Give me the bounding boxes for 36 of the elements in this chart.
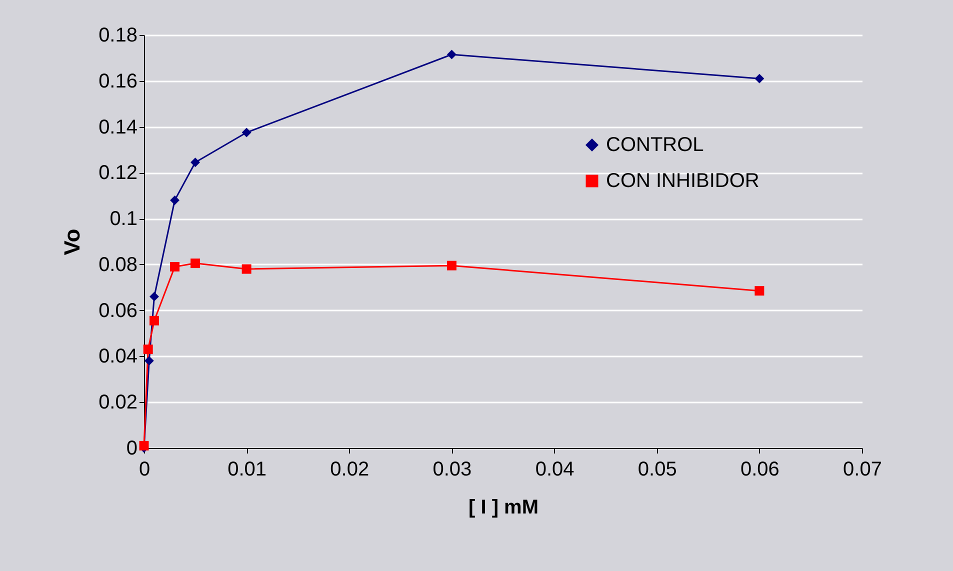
point	[446, 260, 456, 270]
x-tick-label: 0.06	[740, 458, 780, 480]
y-tick-label: 0.04	[98, 346, 138, 368]
point	[242, 264, 252, 274]
y-tick-label: 0.06	[98, 300, 138, 322]
point	[150, 292, 159, 302]
point	[754, 286, 764, 296]
x-tick-label: 0.07	[843, 458, 882, 480]
legend-label: CON INHIBIDOR	[606, 170, 760, 192]
y-tick-label: 0.14	[98, 116, 138, 138]
y-tick-label: 0.02	[98, 392, 138, 414]
point	[190, 158, 200, 168]
y-tick-label: 0	[126, 438, 138, 460]
point	[170, 262, 180, 272]
y-axis-title: Vo	[60, 228, 85, 256]
point	[242, 128, 252, 138]
x-axis-title: [ I ] mM	[468, 496, 538, 518]
x-tick-label: 0.05	[638, 458, 677, 480]
y-tick-label: 0.12	[98, 162, 138, 184]
y-tick-label: 0.08	[98, 254, 138, 276]
point	[754, 74, 764, 84]
x-tick-label: 0.01	[228, 458, 267, 480]
point	[143, 344, 153, 354]
x-tick-label: 0.04	[535, 458, 574, 480]
point	[139, 440, 149, 450]
y-tick-label: 0.18	[98, 24, 138, 46]
x-tick-label: 0.02	[330, 458, 370, 480]
point	[446, 50, 456, 60]
point	[150, 316, 159, 326]
point	[144, 356, 154, 366]
point	[170, 195, 180, 205]
y-tick-label: 0.16	[98, 70, 138, 92]
x-tick-label: 0.03	[432, 458, 472, 480]
point	[190, 258, 200, 268]
legend-label: CONTROL	[606, 134, 704, 156]
y-tick-label: 0.1	[110, 208, 138, 230]
